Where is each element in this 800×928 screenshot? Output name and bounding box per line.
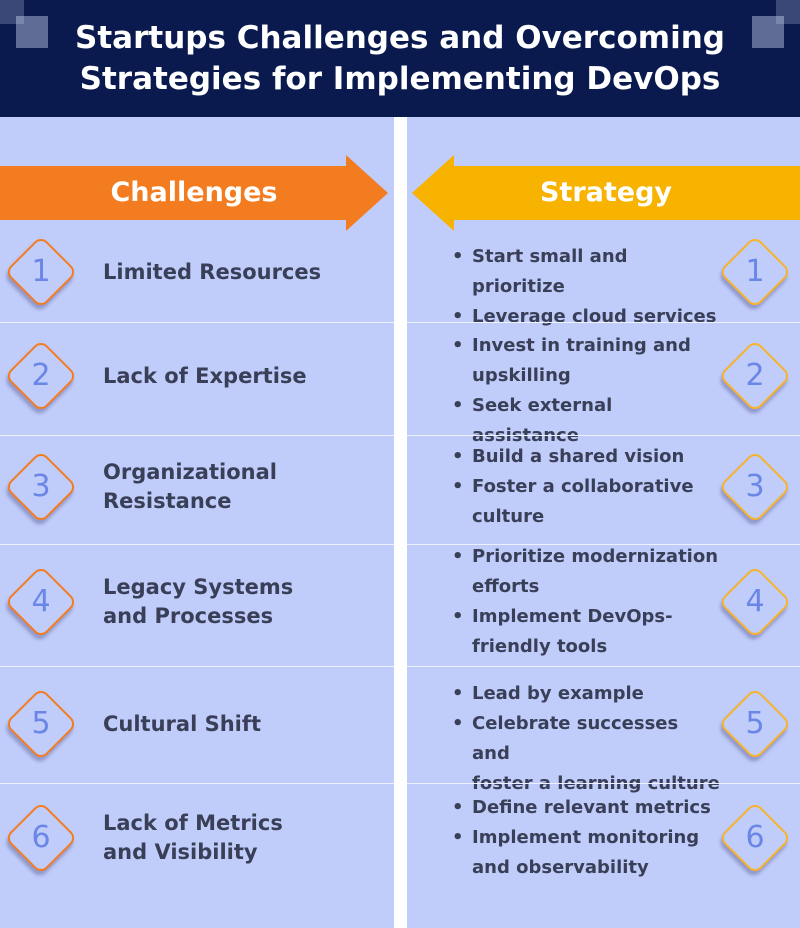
left-arrow-icon [412, 155, 800, 231]
row-divider [407, 783, 800, 784]
strategy-list: Start small and prioritizeLeverage cloud… [450, 242, 720, 332]
strategy-number: 6 [745, 820, 765, 855]
strategy-item: Seek external assistance [450, 391, 720, 451]
row-divider [407, 435, 800, 436]
row-divider [0, 544, 394, 545]
strategy-list: Define relevant metricsImplement monitor… [450, 793, 720, 883]
header-banner: Startups Challenges and Overcoming Strat… [0, 0, 800, 117]
challenge-number: 1 [31, 254, 51, 289]
strategy-item: Start small and prioritize [450, 242, 720, 302]
strategy-list: Build a shared visionFoster a collaborat… [450, 442, 720, 532]
strategy-number: 5 [745, 706, 765, 741]
strategy-item: Define relevant metrics [450, 793, 720, 823]
strategy-number: 3 [745, 469, 765, 504]
challenge-text: Cultural Shift [103, 711, 262, 736]
row-divider [0, 783, 394, 784]
strategy-item: Leverage cloud services [450, 302, 720, 332]
challenge-number: 5 [31, 706, 51, 741]
challenges-panel [0, 117, 394, 928]
right-arrow-icon [0, 155, 388, 231]
challenge-text: Limited Resources [103, 259, 322, 284]
strategy-list: Invest in training andupskillingSeek ext… [450, 331, 720, 451]
challenges-heading: Challenges [110, 177, 278, 208]
challenge-text: Organizational Resistance [103, 460, 277, 513]
strategy-number: 4 [745, 584, 765, 619]
strategy-item: Build a shared vision [450, 442, 720, 472]
strategy-heading: Strategy [539, 177, 673, 208]
strategy-number: 2 [745, 358, 765, 393]
challenge-text: Lack of Expertise [103, 363, 307, 388]
challenge-text: Legacy Systems and Processes [103, 575, 294, 628]
decorative-square [0, 0, 24, 24]
strategy-list: Prioritize modernizationeffortsImplement… [450, 542, 720, 662]
row-divider [0, 435, 394, 436]
strategy-item: Implement DevOps-friendly tools [450, 602, 720, 662]
challenges-arrow: Challenges [0, 155, 388, 231]
challenge-number: 3 [31, 469, 51, 504]
row-divider [0, 666, 394, 667]
challenge-number: 2 [31, 358, 51, 393]
strategy-number: 1 [745, 254, 765, 289]
decorative-square [752, 16, 784, 48]
challenge-number: 4 [31, 584, 51, 619]
decorative-square [776, 0, 800, 24]
decorative-square [16, 16, 48, 48]
strategy-list: Lead by exampleCelebrate successes andfo… [450, 679, 720, 799]
row-divider [0, 322, 394, 323]
page-title: Startups Challenges and Overcoming Strat… [75, 20, 725, 97]
strategy-item: Lead by example [450, 679, 720, 709]
challenge-text: Lack of Metrics and Visibility [103, 811, 283, 864]
row-divider [407, 322, 800, 323]
strategy-arrow: Strategy [412, 155, 800, 231]
challenge-number: 6 [31, 820, 51, 855]
row-divider [407, 666, 800, 667]
